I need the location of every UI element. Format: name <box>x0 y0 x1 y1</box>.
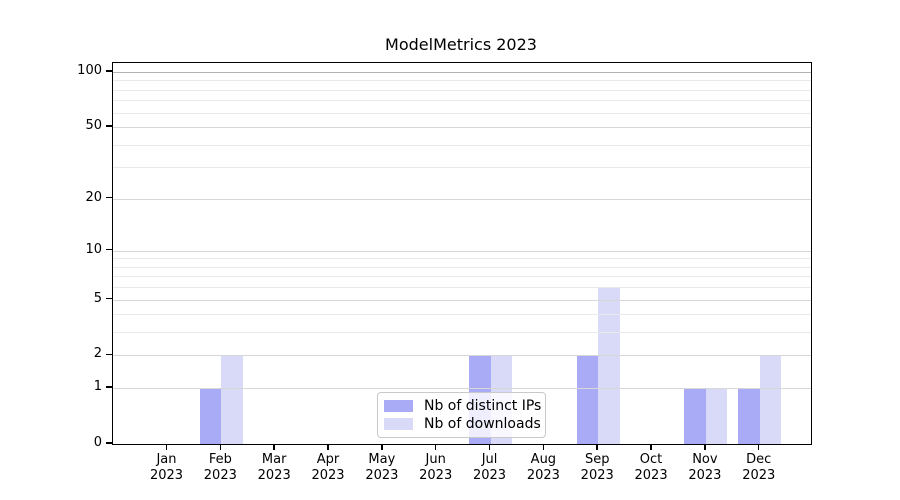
gridline-y-5 <box>113 299 811 301</box>
gridline-y-4 <box>113 314 811 316</box>
legend-label-downloads: Nb of downloads <box>424 416 541 432</box>
bar-nb-of-distinct-ips-dec <box>738 388 760 444</box>
y-tick-1 <box>106 386 112 388</box>
x-tick-feb <box>219 444 222 450</box>
gridline-y-100 <box>113 72 811 74</box>
gridline-y-8 <box>113 266 811 268</box>
x-tick-label-jul: Jul 2023 <box>472 452 507 483</box>
y-tick-2 <box>106 353 112 356</box>
legend-label-distinct-ips: Nb of distinct IPs <box>424 398 542 414</box>
bar-nb-of-downloads-feb <box>221 355 243 444</box>
gridline-y-30 <box>113 167 811 169</box>
gridline-y-20 <box>113 198 811 200</box>
y-tick-0 <box>106 442 112 444</box>
x-tick-label-sep: Sep 2023 <box>580 452 614 483</box>
y-tick-label-1: 1 <box>93 379 102 395</box>
gridline-y-40 <box>113 144 811 146</box>
gridline-y-90 <box>113 80 811 82</box>
gridline-y-6 <box>113 287 811 289</box>
y-tick-label-50: 50 <box>85 118 102 134</box>
gridline-y-7 <box>113 276 811 278</box>
legend-item-distinct-ips: Nb of distinct IPs <box>384 398 542 414</box>
gridline-y-10 <box>113 250 811 252</box>
bar-nb-of-downloads-sep <box>598 287 620 444</box>
x-tick-label-nov: Nov 2023 <box>688 452 722 483</box>
gridline-y-80 <box>113 89 811 91</box>
x-tick-sep <box>596 444 598 450</box>
x-tick-label-mar: Mar 2023 <box>257 452 291 483</box>
x-tick-nov <box>704 444 706 450</box>
gridline-y-2 <box>113 355 811 357</box>
legend: Nb of distinct IPs Nb of downloads <box>377 392 546 438</box>
x-tick-label-dec: Dec 2023 <box>742 452 776 483</box>
gridline-y-9 <box>113 258 811 260</box>
x-tick-aug <box>542 444 545 450</box>
y-tick-label-2: 2 <box>93 346 102 362</box>
gridline-y-60 <box>113 112 811 114</box>
y-tick-50 <box>106 125 112 127</box>
y-tick-100 <box>106 70 112 72</box>
x-tick-label-feb: Feb 2023 <box>203 452 237 483</box>
x-tick-label-aug: Aug 2023 <box>526 452 560 483</box>
y-tick-20 <box>106 196 112 199</box>
y-tick-label-5: 5 <box>93 290 102 306</box>
y-tick-label-100: 100 <box>77 63 102 79</box>
x-tick-label-jun: Jun 2023 <box>419 452 453 483</box>
y-tick-label-0: 0 <box>93 435 102 450</box>
gridline-y-50 <box>113 127 811 129</box>
y-tick-5 <box>106 297 112 300</box>
x-tick-jan <box>165 444 168 450</box>
y-tick-label-20: 20 <box>85 189 102 205</box>
plot-area <box>112 62 812 445</box>
x-tick-apr <box>327 444 329 450</box>
bar-nb-of-distinct-ips-sep <box>576 355 599 444</box>
bar-nb-of-distinct-ips-feb <box>199 388 222 444</box>
y-tick-10 <box>106 248 112 251</box>
gridline-y-3 <box>113 332 811 334</box>
legend-item-downloads: Nb of downloads <box>384 416 541 432</box>
legend-swatch-distinct-ips <box>384 400 413 412</box>
x-tick-jul <box>488 444 491 450</box>
x-tick-label-jan: Jan 2023 <box>149 452 184 483</box>
x-tick-dec <box>757 444 760 450</box>
x-tick-may <box>381 444 383 450</box>
bar-nb-of-distinct-ips-nov <box>684 388 706 444</box>
bar-nb-of-downloads-dec <box>759 355 782 444</box>
y-tick-label-10: 10 <box>85 241 102 257</box>
x-tick-jun <box>434 444 437 450</box>
x-tick-label-oct: Oct 2023 <box>634 452 668 483</box>
x-tick-mar <box>273 444 275 450</box>
x-tick-oct <box>650 444 652 450</box>
legend-swatch-downloads <box>384 418 413 430</box>
gridline-y-1 <box>113 388 811 390</box>
bar-nb-of-downloads-nov <box>705 388 728 444</box>
chart-title: ModelMetrics 2023 <box>385 35 537 54</box>
x-tick-label-may: May 2023 <box>365 452 399 483</box>
x-tick-label-apr: Apr 2023 <box>311 452 345 483</box>
gridline-y-70 <box>113 100 811 102</box>
